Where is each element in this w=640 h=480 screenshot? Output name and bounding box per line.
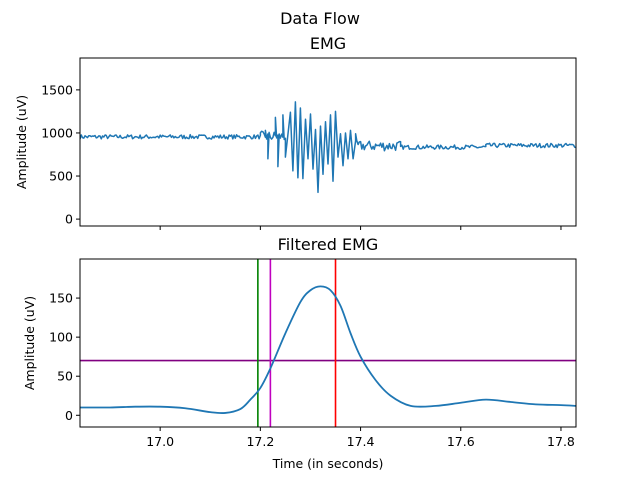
emg-ytick-label: 500 — [49, 169, 73, 184]
filtered-axes-frame — [79, 258, 577, 428]
emg-ytick-label: 1500 — [41, 82, 73, 97]
filtered-ytick-label: 0 — [65, 408, 73, 423]
emg-subplot: EMG Amplitude (uV) 0 500 1000 1500 — [14, 34, 577, 230]
filtered-ytick-label: 100 — [49, 330, 73, 345]
filtered-series-line — [80, 285, 576, 415]
emg-ylabel: Amplitude (uV) — [14, 95, 29, 189]
filtered-subplot: Filtered EMG Amplitude (uV) Time (in sec… — [22, 235, 577, 471]
figure-title: Data Flow — [280, 9, 360, 28]
filtered-xtick-label: 17.0 — [146, 434, 174, 449]
filtered-xtick-label: 17.8 — [547, 434, 575, 449]
filtered-ylabel: Amplitude (uV) — [22, 296, 37, 390]
emg-plot-area: 0 500 1000 1500 — [41, 82, 576, 230]
filtered-xtick-label: 17.2 — [246, 434, 274, 449]
filtered-clipped — [80, 259, 576, 427]
filtered-plot-area: 17.0 17.2 17.4 17.6 17.8 0 50 100 150 — [49, 259, 576, 449]
filtered-xlabel: Time (in seconds) — [272, 456, 384, 471]
emg-clipped — [80, 101, 576, 194]
filtered-title: Filtered EMG — [278, 235, 379, 254]
emg-title: EMG — [310, 34, 346, 53]
filtered-ytick-label: 50 — [57, 369, 73, 384]
emg-series-line — [80, 101, 576, 194]
emg-ytick-label: 0 — [65, 212, 73, 227]
filtered-ytick-label: 150 — [49, 291, 73, 306]
filtered-xtick-label: 17.6 — [447, 434, 475, 449]
emg-axes-frame — [79, 57, 577, 227]
filtered-xtick-label: 17.4 — [347, 434, 375, 449]
emg-ytick-label: 1000 — [41, 125, 73, 140]
